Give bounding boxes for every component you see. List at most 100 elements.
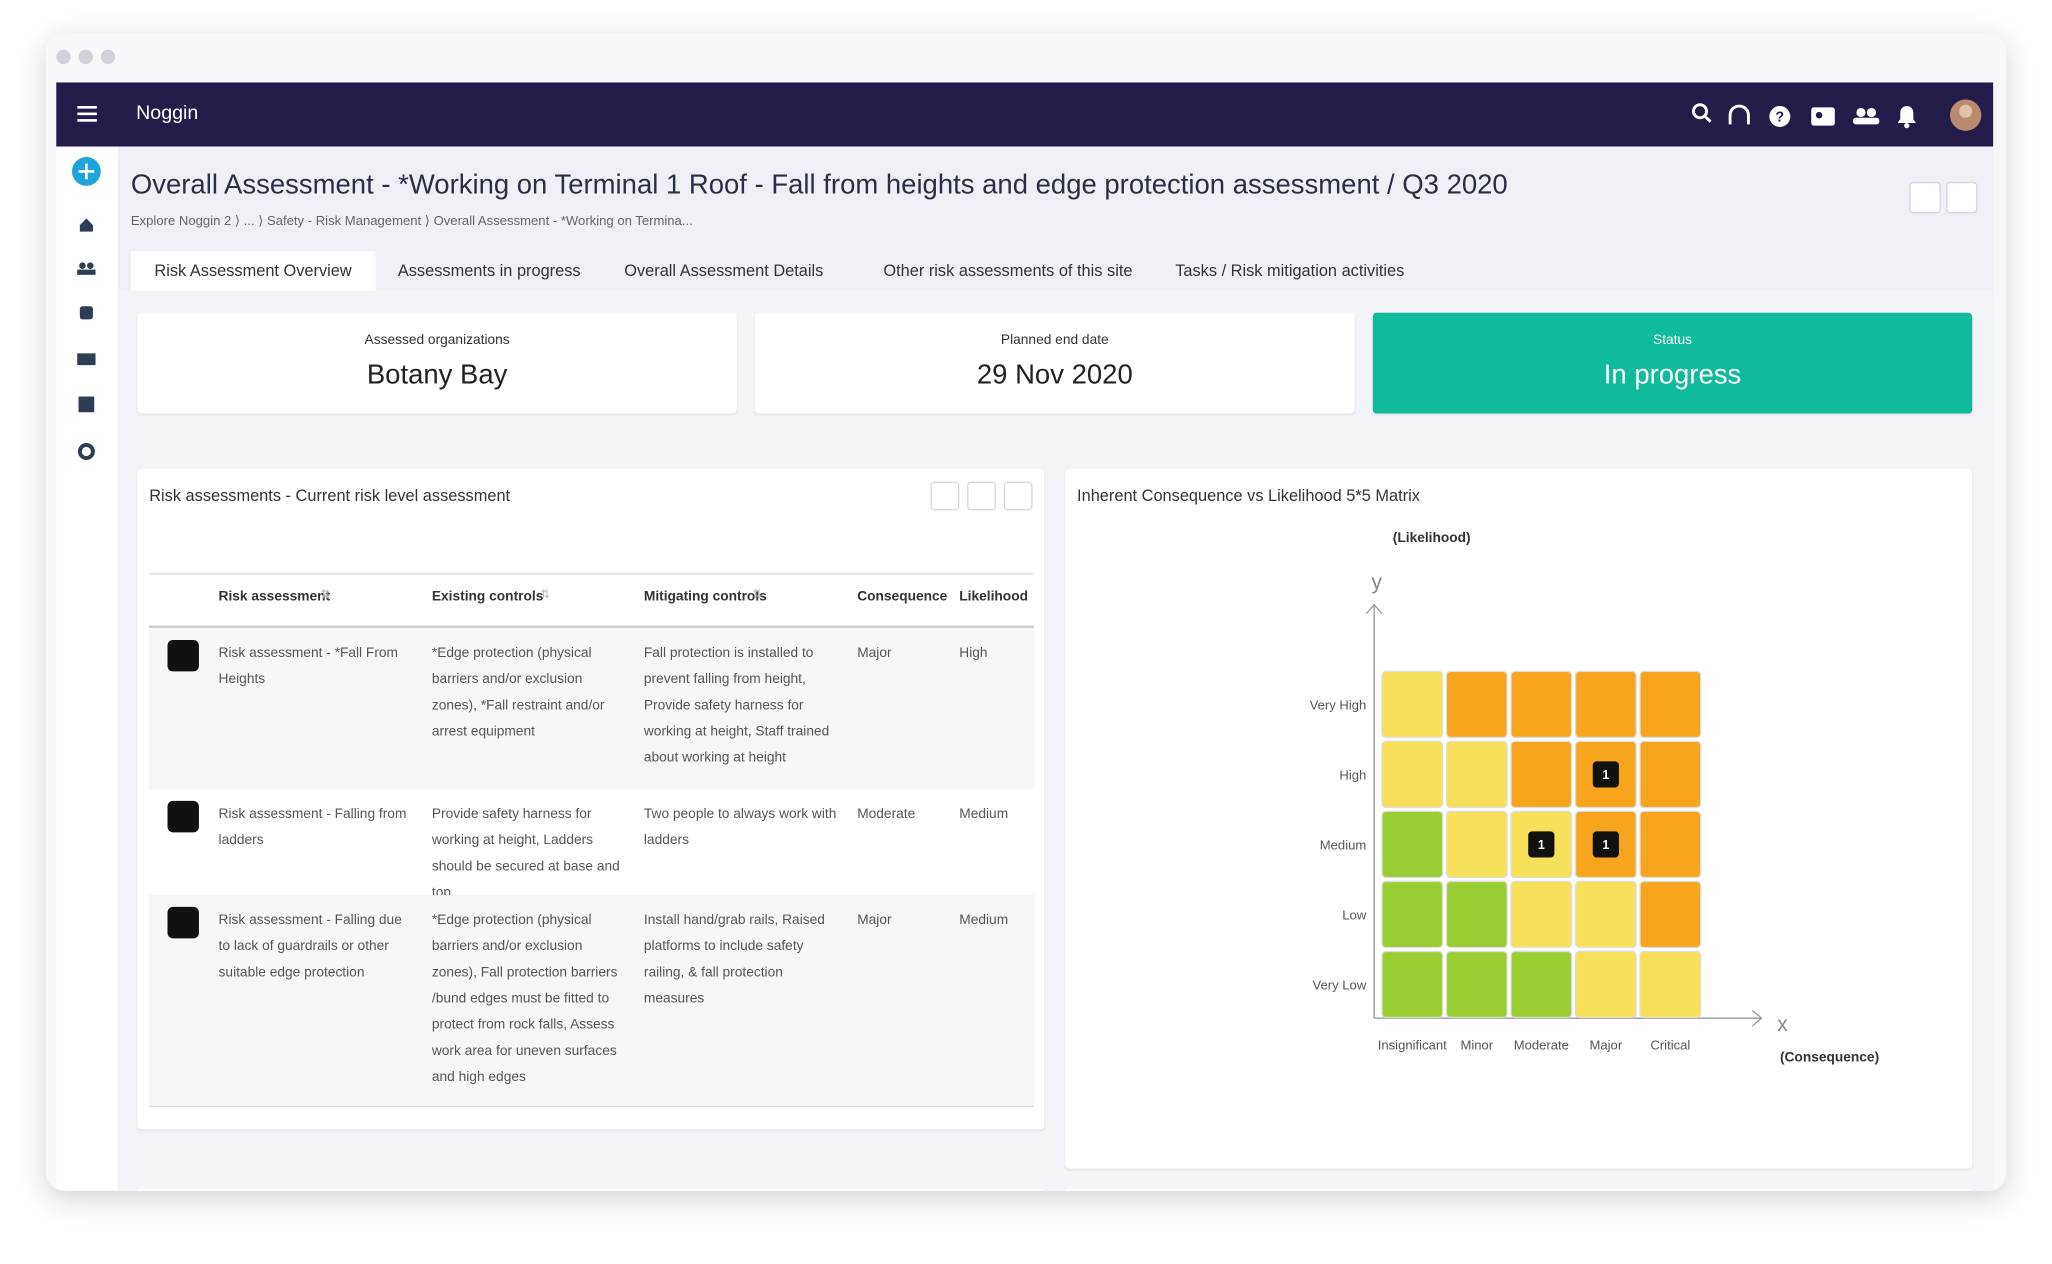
nav-icons: ? [1692, 99, 1982, 131]
risk-matrix: (Likelihood) (Consequence) y x Very High High… [1310, 530, 1880, 1065]
refresh-button[interactable] [1909, 181, 1941, 214]
matrix-cell [1445, 810, 1508, 879]
table-cell: *Edge protection (physical barriers and/… [431, 645, 605, 740]
axis-title: (Consequence) [1780, 1049, 1879, 1064]
matrix-cell [1639, 950, 1702, 1019]
tab[interactable]: Overall Assessment Details [624, 261, 824, 281]
add-button[interactable] [1003, 481, 1033, 511]
card-label: Assessed organizations [364, 332, 510, 349]
window-dot [100, 49, 116, 65]
table-cell: High [959, 645, 988, 661]
matrix-cell [1381, 670, 1444, 739]
matrix-cell [1639, 740, 1702, 809]
matrix-cell [1381, 950, 1444, 1019]
table-cell: Medium [959, 912, 1009, 928]
browser-window: Noggin ? [45, 32, 2007, 1191]
count-label: 1 [1538, 838, 1545, 852]
breadcrumb-item[interactable]: Overall Assessment - *Working on Termina… [433, 214, 693, 230]
matrix-panel [1065, 1188, 1973, 1191]
column-label: Insignificant [1378, 1038, 1447, 1053]
summary-card: Planned end date 29 Nov 2020 [755, 312, 1355, 414]
table-cell: Fall protection is installed to prevent … [643, 645, 830, 766]
matrix-cell [1639, 810, 1702, 879]
app-name[interactable]: Noggin [136, 102, 199, 125]
table-border [149, 625, 1034, 629]
count-badge [1528, 831, 1555, 858]
row-label: Low [1342, 907, 1367, 922]
count-badge [1592, 831, 1619, 858]
x-axis [1374, 1009, 1763, 1027]
column-label: Minor [1460, 1038, 1493, 1053]
table-row: Risk assessment - Falling from ladders Pr… [149, 789, 1034, 900]
sort-icon: ⇅ [320, 587, 331, 601]
summary-card: Status In progress [1372, 312, 1973, 414]
matrix-cell [1381, 810, 1444, 879]
card-label: Status [1653, 332, 1693, 349]
y-axis [1365, 603, 1383, 1019]
matrix-cell [1574, 880, 1637, 949]
matrix-cell [1510, 950, 1573, 1019]
row-icon [167, 906, 199, 939]
filter-button[interactable] [967, 481, 996, 511]
tab[interactable]: Assessments in progress [397, 261, 581, 281]
matrix-cell [1510, 670, 1573, 739]
breadcrumb-item[interactable]: ... [243, 214, 255, 230]
content: Overall Assessment - *Working on Termina… [117, 146, 1994, 1191]
sort-icon: ⇅ [540, 587, 551, 601]
matrix-cell [1639, 880, 1702, 949]
card-value: In progress [1603, 359, 1742, 390]
column-label: Major [1589, 1038, 1622, 1053]
breadcrumb-item[interactable]: Explore Noggin 2 [130, 214, 232, 230]
axis-letter: y [1372, 571, 1383, 594]
summary-card: Assessed organizations Botany Bay [137, 312, 737, 414]
row-label: Very Low [1312, 977, 1366, 992]
tab[interactable]: Other risk assessments of this site [883, 261, 1133, 281]
table-panel: Risk assessments - Current risk level as… [137, 468, 1045, 1130]
separator: ⟩ [231, 214, 244, 230]
breadcrumb-item[interactable]: Safety - Risk Management [266, 214, 422, 230]
matrix-panel: Inherent Consequence vs Likelihood 5*5 M… [1065, 468, 1973, 1169]
matrix-cell [1445, 880, 1508, 949]
table-cell: Provide safety harness for working at he… [431, 806, 620, 901]
row-label: High [1339, 767, 1366, 782]
search-button[interactable] [930, 481, 960, 511]
menu-button[interactable] [77, 105, 98, 123]
separator: ⟩ [421, 214, 434, 230]
table-cell: Risk assessment - *Fall From Heights [218, 645, 398, 688]
table-cell: Medium [959, 806, 1009, 822]
column-header: Consequence [857, 588, 948, 605]
top-nav: Noggin ? [56, 82, 1994, 147]
matrix-cell [1445, 740, 1508, 809]
sort-icon: ⇅ [752, 587, 763, 601]
svg-text:?: ? [1775, 110, 1784, 126]
count-label: 1 [1602, 768, 1609, 782]
table-cell: Major [857, 912, 892, 928]
sidebar [56, 146, 118, 1191]
breadcrumb: Explore Noggin 2 ⟩ ... ⟩ Safety - Risk M… [131, 215, 693, 229]
matrix-cell [1381, 740, 1444, 809]
matrix-cell [1639, 670, 1702, 739]
matrix-cell [1445, 670, 1508, 739]
column-header: Existing controls [431, 588, 544, 605]
matrix-cell [1445, 950, 1508, 1019]
table-row: Risk assessment - *Fall From Heights *Edg… [149, 628, 1034, 791]
tab[interactable]: Tasks / Risk mitigation activities [1175, 261, 1405, 281]
tab[interactable]: Risk Assessment Overview [130, 251, 376, 291]
matrix-cell [1574, 950, 1637, 1019]
column-header: Likelihood [959, 588, 1028, 605]
sidebar-icons [71, 157, 101, 461]
row-icon [167, 800, 199, 833]
card-label: Planned end date [1000, 332, 1109, 349]
table-cell: Risk assessment - Falling from ladders [218, 806, 407, 849]
card-value: Botany Bay [366, 359, 508, 390]
table-border [149, 573, 1034, 575]
table-row: Risk assessment - Falling due to lack of… [149, 895, 1034, 1108]
axis-title: (Likelihood) [1393, 530, 1471, 545]
window-dot [78, 49, 93, 65]
print-button[interactable] [1946, 181, 1978, 214]
matrix-cell [1510, 880, 1573, 949]
panel-title: Inherent Consequence vs Likelihood 5*5 M… [1077, 486, 1420, 506]
table-cell: Two people to always work with ladders [643, 806, 837, 849]
matrix-cell [1510, 740, 1573, 809]
